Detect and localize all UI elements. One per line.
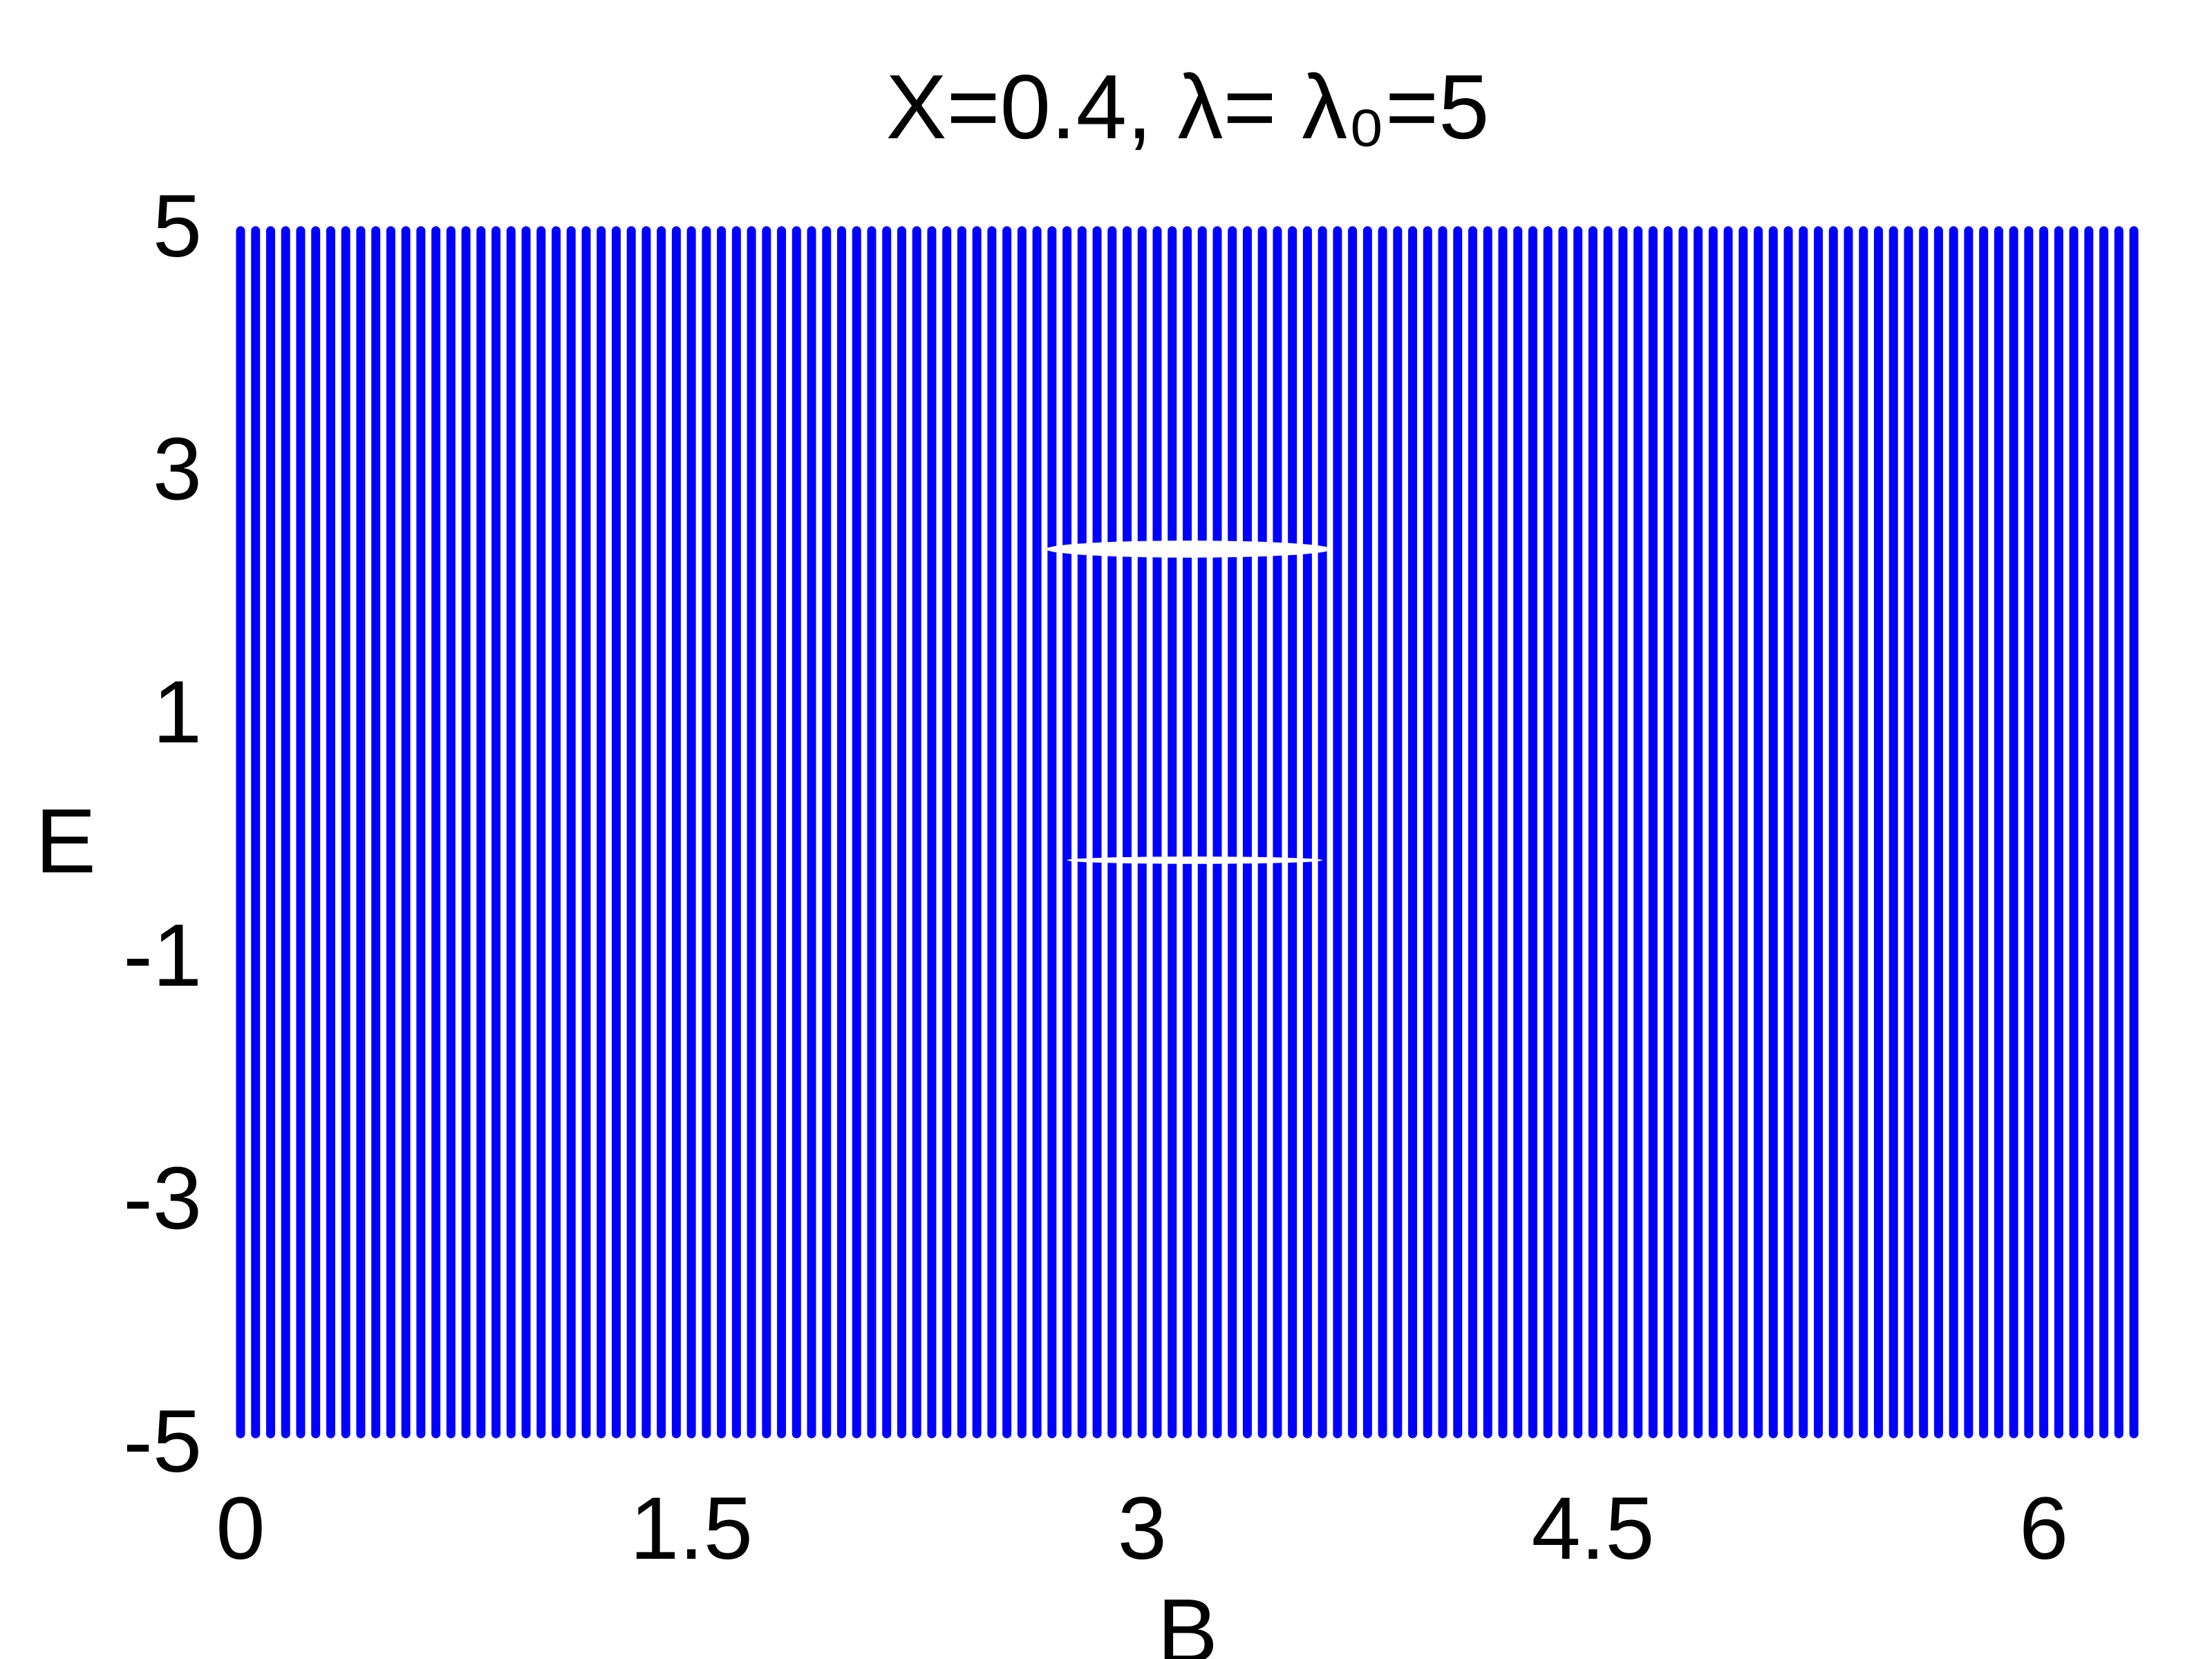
x-tick-label: 4.5 (1531, 1479, 1654, 1578)
x-tick-label: 3 (1118, 1479, 1167, 1578)
y-tick-label: -3 (123, 1149, 202, 1248)
x-axis-label: B (1157, 1580, 1218, 1659)
x-tick-label: 0 (216, 1479, 265, 1578)
y-axis-label: E (35, 790, 96, 892)
y-tick-label: -5 (123, 1392, 202, 1491)
y-tick-label: 1 (153, 663, 202, 762)
plot-area (236, 226, 2139, 1438)
spectral-gap (1067, 856, 1323, 864)
y-tick-label: 5 (153, 177, 202, 276)
y-tick-label: 3 (153, 420, 202, 519)
y-tick-label: -1 (123, 906, 202, 1005)
x-tick-label: 6 (2019, 1479, 2068, 1578)
x-tick-label: 1.5 (630, 1479, 753, 1578)
chart-title: X=0.4, λ= λ₀=5 (885, 56, 1489, 158)
spectral-gap (1046, 541, 1332, 558)
